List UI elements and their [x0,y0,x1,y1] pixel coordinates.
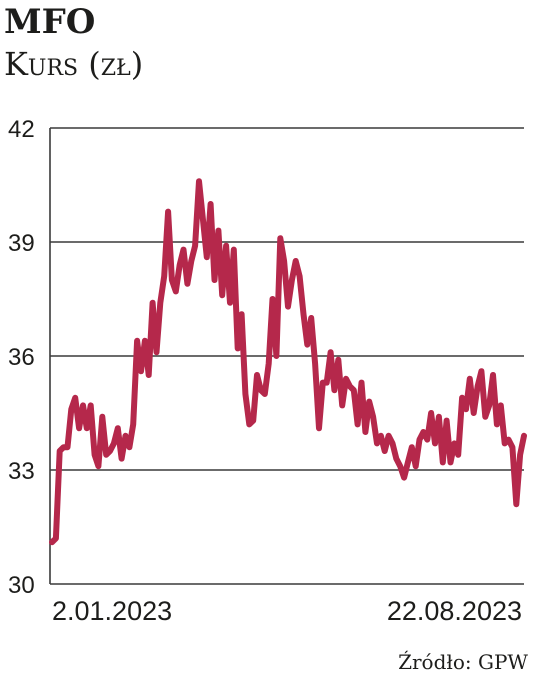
y-tick-label: 39 [8,230,35,257]
x-tick-label: 2.01.2023 [52,596,172,626]
x-tick-label: 22.08.2023 [387,596,522,626]
y-tick-label: 42 [8,116,35,143]
y-axis-ticks: 42 39 36 33 30 [8,116,35,599]
y-tick-label: 33 [8,458,35,485]
x-axis-ticks: 2.01.2023 22.08.2023 [52,596,522,626]
y-tick-label: 30 [8,572,35,599]
series-group [49,178,527,546]
y-tick-label: 36 [8,344,35,371]
gridlines [49,127,524,585]
source-note: Źródło: GPW [398,650,528,674]
chart-title: MFO [4,2,96,42]
series-line [49,178,527,546]
chart-subtitle: Kurs (zł) [4,45,144,83]
